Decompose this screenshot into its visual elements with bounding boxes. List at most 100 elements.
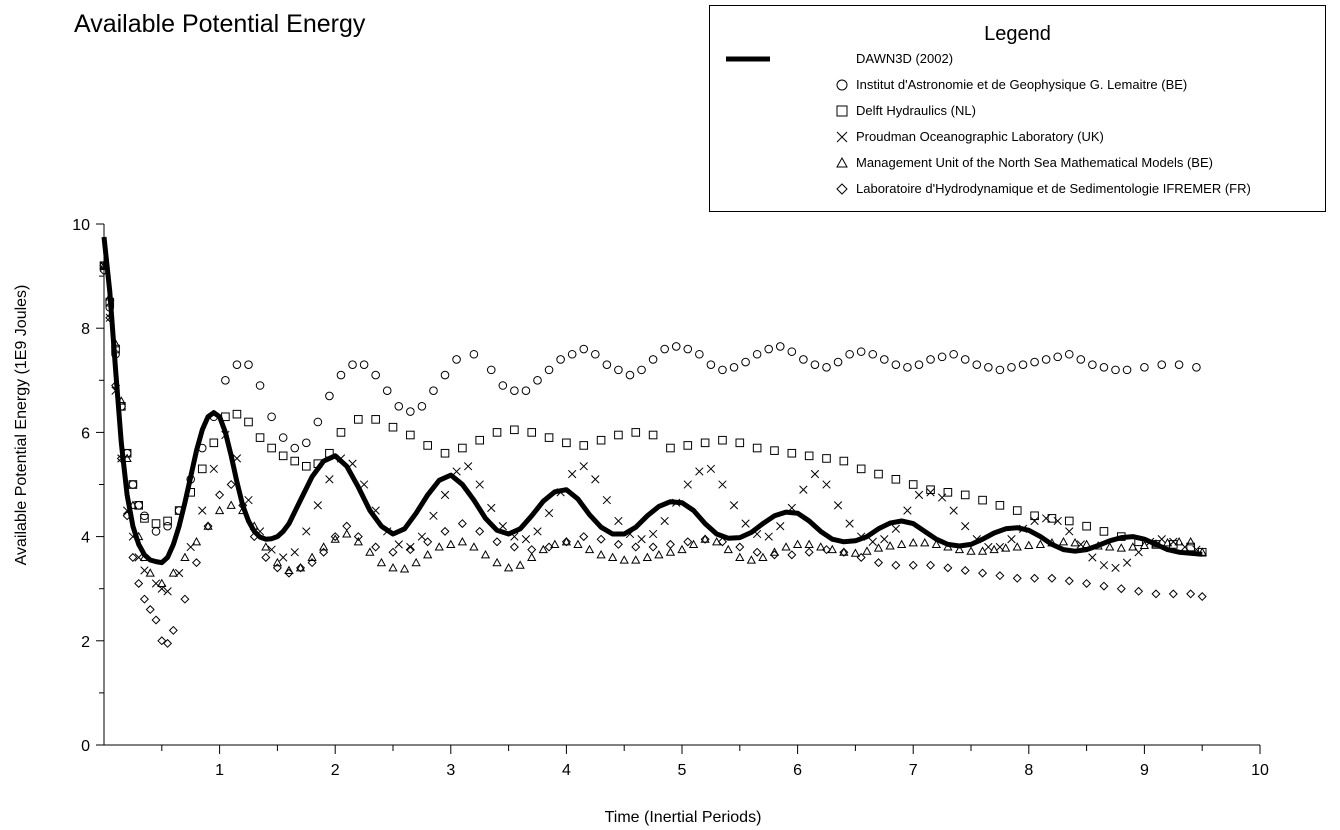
- square-marker: [151, 519, 161, 528]
- circle-marker: [302, 438, 311, 448]
- y-tick-label: 8: [81, 321, 90, 338]
- triangle-marker: [619, 555, 629, 564]
- diamond-marker: [787, 550, 797, 560]
- triangle-marker: [434, 542, 444, 551]
- x-marker: [279, 553, 288, 562]
- x-tick-label: 6: [793, 762, 802, 779]
- x-marker: [637, 535, 646, 544]
- y-tick-label: 0: [81, 738, 90, 755]
- x-marker: [1088, 553, 1097, 562]
- diamond-marker: [804, 547, 814, 557]
- triangle-marker: [226, 500, 236, 509]
- circle-marker: [868, 349, 878, 359]
- square-marker: [836, 105, 848, 117]
- diamond-marker: [191, 558, 201, 568]
- triangle-marker: [758, 552, 768, 561]
- x-marker: [1157, 535, 1166, 544]
- triangle-marker: [365, 547, 375, 556]
- x-tick-label: 4: [562, 762, 571, 779]
- legend-item: Delft Hydraulics (NL): [710, 100, 1325, 122]
- circle-marker: [960, 355, 970, 364]
- x-marker: [880, 535, 889, 544]
- circle-marker: [1030, 357, 1039, 367]
- circle-marker: [1192, 362, 1201, 372]
- x-marker: [833, 501, 843, 510]
- square-marker: [278, 451, 288, 461]
- circle-marker: [567, 349, 577, 359]
- x-tick-label: 1: [215, 762, 224, 779]
- circle-marker: [695, 349, 704, 359]
- legend-label: DAWN3D (2002): [856, 51, 954, 66]
- diamond-marker: [203, 521, 213, 531]
- x-marker: [290, 548, 299, 557]
- square-marker: [960, 490, 970, 500]
- circle-marker: [833, 357, 843, 367]
- diamond-marker: [134, 578, 144, 588]
- square-marker: [267, 443, 276, 453]
- square-marker: [232, 409, 242, 419]
- circle-marker: [394, 402, 404, 411]
- circle-marker: [498, 381, 508, 390]
- x-marker: [463, 462, 473, 471]
- dawn3d-line: [101, 236, 1203, 566]
- square-marker: [683, 441, 693, 450]
- circle-marker: [775, 342, 785, 351]
- x-marker: [1065, 527, 1074, 536]
- triangle-marker: [1162, 538, 1173, 547]
- legend-label: Delft Hydraulics (NL): [856, 103, 976, 118]
- triangle-marker: [561, 536, 572, 546]
- x-marker: [579, 462, 588, 471]
- legend-item: Institut d'Astronomie et de Geophysique …: [710, 74, 1325, 96]
- circle-marker: [533, 376, 542, 385]
- diamond-marker: [296, 563, 306, 573]
- square-marker: [492, 428, 502, 437]
- x-marker: [845, 519, 854, 528]
- x-marker: [1099, 561, 1109, 570]
- x-marker: [313, 501, 323, 510]
- triangle-marker: [318, 542, 329, 551]
- triangle-marker: [573, 539, 583, 548]
- circle-marker: [486, 365, 496, 375]
- x-marker: [660, 516, 669, 526]
- square-marker: [908, 480, 918, 489]
- square-marker: [423, 441, 432, 450]
- triangle-marker: [920, 538, 930, 547]
- triangle-marker: [769, 547, 780, 556]
- triangle-marker: [399, 564, 410, 573]
- circle-marker: [880, 355, 889, 364]
- circle-marker: [267, 412, 276, 422]
- circle-marker: [937, 352, 947, 362]
- circle-marker: [278, 433, 288, 442]
- x-marker: [1111, 563, 1120, 573]
- circle-marker: [995, 365, 1005, 375]
- circle-marker: [221, 376, 230, 385]
- circle-marker: [371, 370, 380, 380]
- x-marker: [406, 542, 415, 552]
- diamond-marker: [596, 534, 606, 544]
- x-marker: [163, 587, 172, 596]
- circle-marker: [1174, 360, 1184, 369]
- diamond-marker: [700, 534, 710, 544]
- triangle-marker: [1024, 540, 1034, 549]
- square-marker: [244, 417, 253, 427]
- circle-marker: [140, 511, 149, 521]
- diamond-marker: [1116, 584, 1126, 594]
- triangle-marker: [353, 536, 363, 546]
- diamond-marker: [836, 183, 848, 195]
- triangle-marker: [836, 156, 848, 168]
- circle-marker: [799, 355, 808, 364]
- legend-title: Legend: [984, 23, 1051, 45]
- triangle-marker: [191, 536, 202, 546]
- triangle-marker: [284, 565, 294, 575]
- square-marker: [666, 443, 675, 453]
- triangle-marker: [896, 539, 907, 548]
- triangle-marker: [584, 544, 595, 554]
- circle-marker: [729, 362, 739, 372]
- circle-marker: [1122, 365, 1132, 375]
- circle-marker: [764, 344, 774, 354]
- triangle-marker: [596, 550, 606, 559]
- triangle-marker: [1185, 536, 1196, 546]
- circle-marker: [151, 527, 161, 536]
- diamond-marker: [978, 568, 988, 578]
- diamond-marker: [735, 542, 745, 552]
